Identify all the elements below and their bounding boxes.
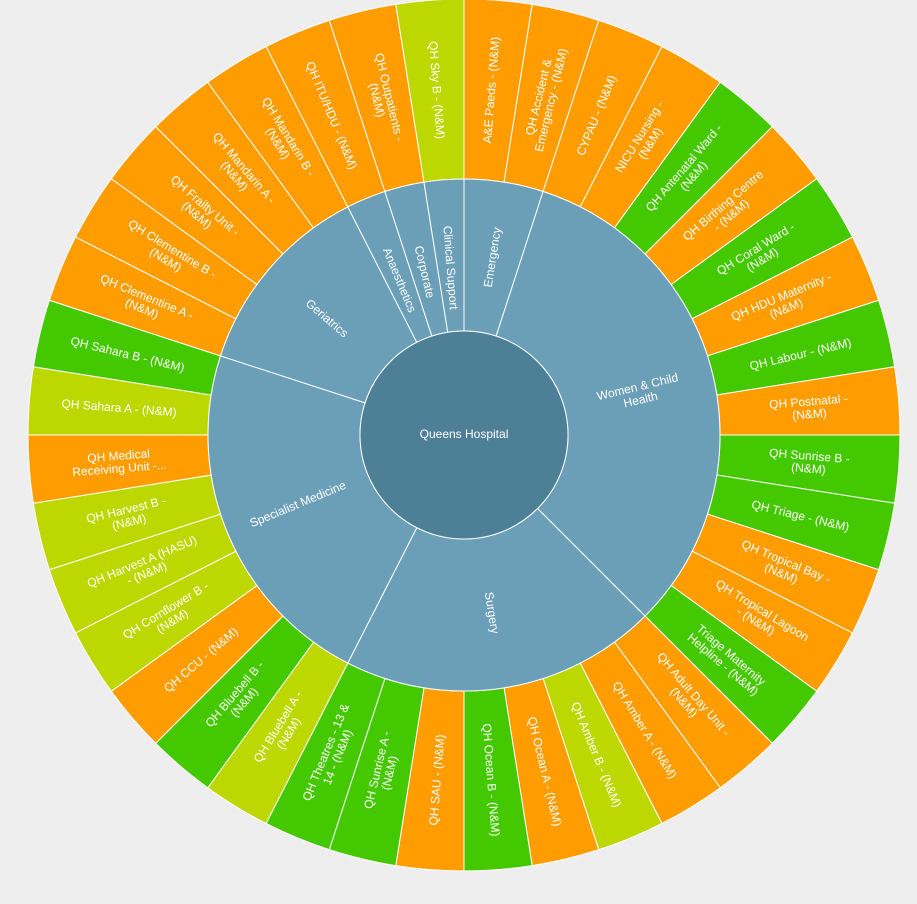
label-line: (N&M) <box>791 460 827 477</box>
ward-ring: A&E Paeds - (N&M) QH Accident &Emergency … <box>27 0 901 872</box>
label-line: Clinical Support <box>440 225 461 311</box>
label-line: QH Medical <box>87 446 151 465</box>
root-label: Queens Hospital <box>420 427 509 441</box>
label-line: (N&M) <box>792 406 828 423</box>
label-line: QH Postnatal - <box>769 392 849 412</box>
division-label: Clinical Support <box>440 225 461 311</box>
label-line: Surgery <box>482 591 502 635</box>
root-node[interactable]: Queens Hospital <box>359 330 569 540</box>
root-circle[interactable] <box>359 330 569 540</box>
division-label: Surgery <box>482 591 502 635</box>
ward-label: QH Postnatal -(N&M) <box>769 392 850 425</box>
ward-label: QH Sunrise B -(N&M) <box>768 446 851 479</box>
label-line: QH Sunrise B - <box>769 446 851 466</box>
